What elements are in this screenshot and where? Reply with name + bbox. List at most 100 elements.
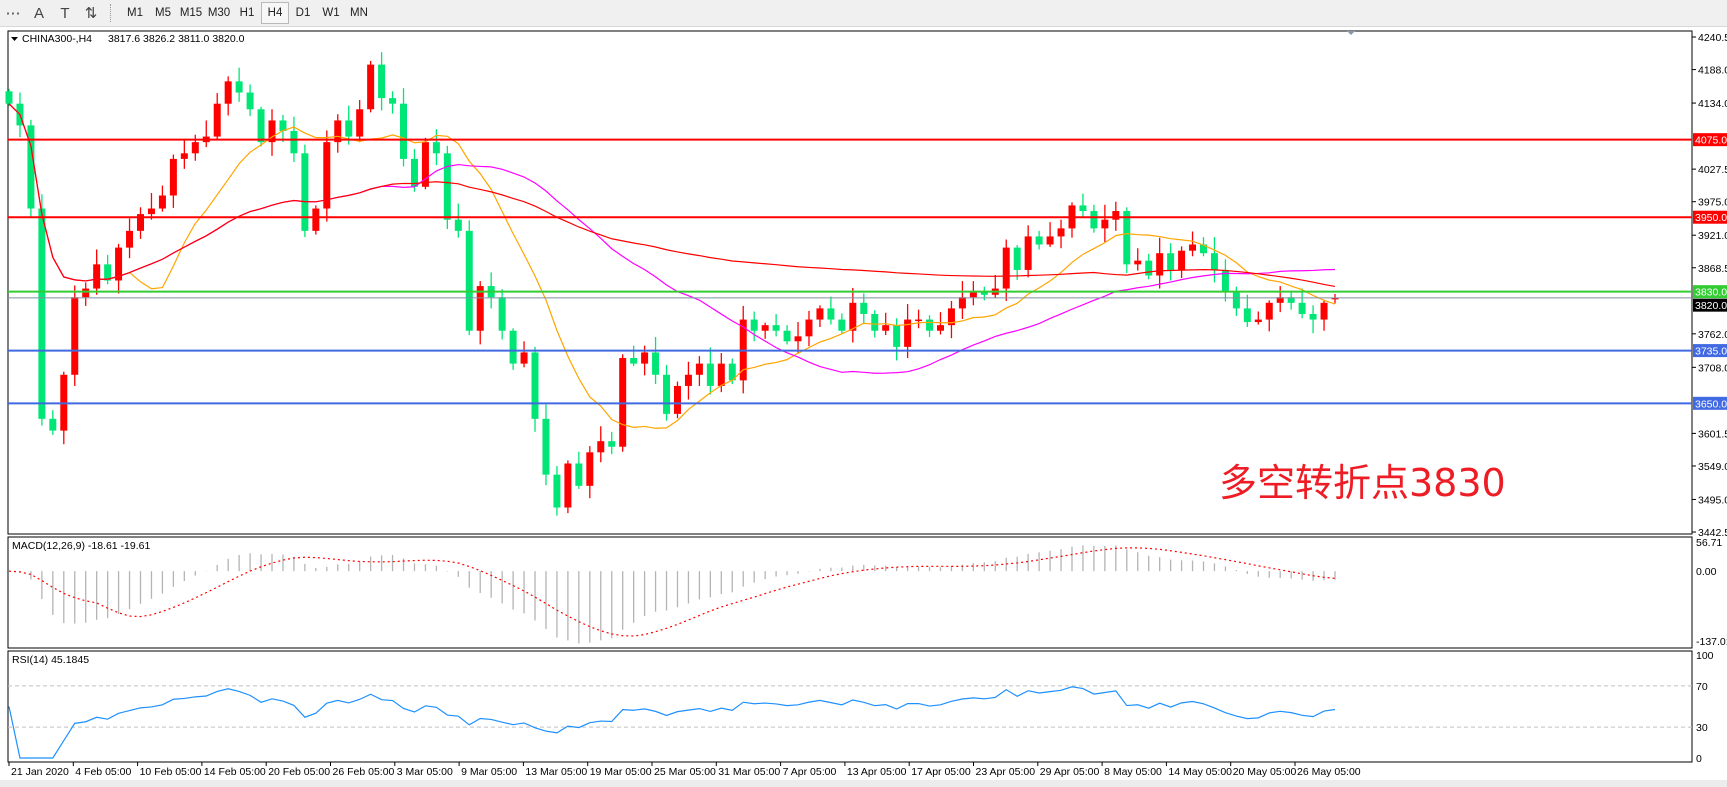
arrows-icon[interactable]: ⇅ bbox=[84, 5, 98, 22]
time-tick-label: 9 Mar 05:00 bbox=[461, 766, 517, 778]
candle-body bbox=[684, 374, 692, 386]
timeframe-h1-button[interactable]: H1 bbox=[239, 7, 255, 19]
candle bbox=[684, 361, 692, 400]
candle bbox=[279, 114, 287, 143]
candle bbox=[958, 281, 966, 319]
macd-panel bbox=[7, 536, 1693, 649]
rsi-tick-label: 100 bbox=[1696, 650, 1714, 662]
candle bbox=[673, 381, 681, 419]
time-tick-label: 21 Jan 2020 bbox=[11, 766, 69, 778]
price-tick-label: 3762.0 bbox=[1698, 329, 1727, 341]
timeframe-mn-button[interactable]: MN bbox=[350, 7, 368, 19]
candle bbox=[1331, 294, 1339, 304]
candle-body bbox=[816, 308, 824, 320]
toolbar: ⋯ A T ⇅ M1 M5 M15 M30 H1 H4 D1 W1 MN bbox=[0, 0, 1727, 27]
hline-label-box bbox=[1693, 298, 1727, 312]
candle bbox=[849, 287, 857, 343]
candle-body bbox=[224, 81, 232, 104]
hline-label-box bbox=[1693, 133, 1727, 147]
candle-body bbox=[641, 352, 649, 364]
candle bbox=[553, 465, 561, 516]
text-label-icon[interactable]: T bbox=[60, 4, 70, 22]
dropdown-triangle-icon[interactable] bbox=[11, 37, 18, 41]
candle-body bbox=[783, 330, 791, 342]
candle-body bbox=[334, 120, 342, 143]
timeframe-m1-button[interactable]: M1 bbox=[127, 7, 143, 19]
timeframe-h4-button[interactable]: H4 bbox=[261, 2, 289, 24]
candle-body bbox=[652, 352, 660, 375]
candle bbox=[71, 285, 79, 386]
toolbar-separator bbox=[110, 4, 115, 22]
candle bbox=[1090, 204, 1098, 233]
macd-tick-label: 0.00 bbox=[1696, 566, 1717, 578]
candle-body bbox=[82, 288, 90, 298]
candle-body bbox=[827, 308, 835, 320]
text-a-icon[interactable]: A bbox=[33, 4, 44, 22]
candle-body bbox=[421, 142, 429, 187]
candle-body bbox=[465, 230, 473, 331]
candle bbox=[1035, 230, 1043, 250]
candle-body bbox=[520, 352, 528, 364]
timeframe-d1-button[interactable]: D1 bbox=[295, 7, 311, 19]
candle-body bbox=[268, 120, 276, 143]
candle bbox=[816, 305, 824, 328]
candle-body bbox=[1331, 297, 1339, 300]
timeframe-m30-button[interactable]: M30 bbox=[207, 7, 231, 19]
candle bbox=[783, 325, 791, 345]
candle bbox=[608, 431, 616, 455]
candle bbox=[1199, 237, 1207, 257]
candle bbox=[542, 404, 550, 486]
timeframe-w1-button[interactable]: W1 bbox=[322, 7, 340, 19]
hline-label: 3830.0 bbox=[1695, 287, 1727, 299]
rsi-tick-label: 0 bbox=[1696, 753, 1702, 765]
candle bbox=[1320, 299, 1328, 331]
timeframe-m15-button[interactable]: M15 bbox=[179, 7, 203, 19]
candle-body bbox=[410, 158, 418, 187]
candle-body bbox=[191, 142, 199, 154]
candle bbox=[772, 313, 780, 337]
candle-body bbox=[663, 374, 671, 414]
candle bbox=[158, 185, 166, 212]
candle-body bbox=[498, 297, 506, 331]
candle-body bbox=[980, 291, 988, 295]
price-tick-label: 4134.0 bbox=[1698, 98, 1727, 110]
price-tick-label: 3549.0 bbox=[1698, 461, 1727, 473]
candle bbox=[147, 193, 155, 220]
candle-body bbox=[323, 142, 331, 209]
candle-body bbox=[706, 363, 714, 386]
candle bbox=[1156, 237, 1164, 289]
candle-body bbox=[1002, 247, 1010, 289]
price-tick-label: 3708.0 bbox=[1698, 362, 1727, 374]
candle-body bbox=[1221, 269, 1229, 292]
macd-label: MACD(12,26,9) -18.61 -19.61 bbox=[12, 540, 150, 552]
candle-body bbox=[279, 120, 287, 131]
candle-body bbox=[1189, 244, 1197, 251]
candle bbox=[750, 311, 758, 342]
candle-body bbox=[1057, 228, 1065, 237]
candle-body bbox=[93, 264, 101, 289]
candle bbox=[520, 341, 528, 368]
candle-body bbox=[915, 319, 923, 322]
rsi-panel bbox=[7, 650, 1693, 763]
time-tick-label: 8 May 05:00 bbox=[1104, 766, 1162, 778]
timeframe-m5-button[interactable]: M5 bbox=[155, 7, 171, 19]
candle-body bbox=[1101, 219, 1109, 229]
candle bbox=[597, 426, 605, 463]
candle-body bbox=[1254, 319, 1262, 323]
time-tick-label: 26 Feb 05:00 bbox=[333, 766, 395, 778]
candle bbox=[1221, 259, 1229, 302]
candle bbox=[630, 345, 638, 367]
chart-shift-marker-icon[interactable] bbox=[1347, 31, 1355, 35]
ma-slow-line bbox=[8, 103, 1336, 288]
grid-f-icon[interactable]: ⋯ bbox=[5, 5, 21, 22]
candle bbox=[410, 148, 418, 192]
candle bbox=[947, 300, 955, 339]
candle-body bbox=[389, 98, 397, 104]
candle-body bbox=[104, 264, 112, 281]
candle-body bbox=[1046, 236, 1054, 245]
candle-body bbox=[630, 358, 638, 364]
candle-body bbox=[728, 363, 736, 381]
candle-body bbox=[586, 452, 594, 486]
time-tick-label: 7 Apr 05:00 bbox=[783, 766, 837, 778]
